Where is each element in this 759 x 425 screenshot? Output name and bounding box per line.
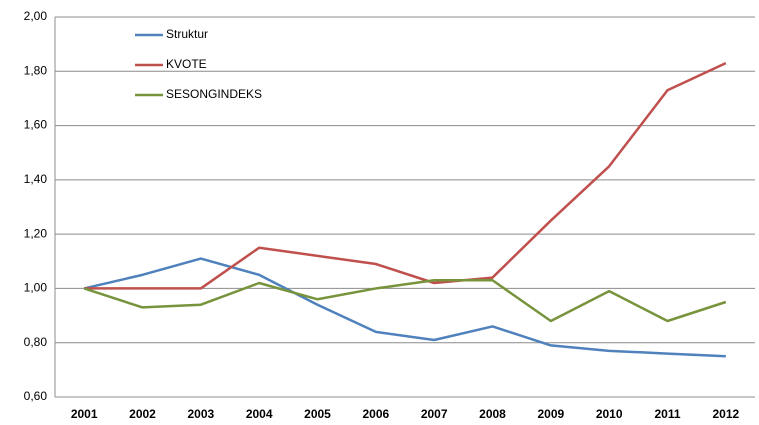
y-tick-label: 1,80 <box>24 63 48 77</box>
y-tick-label: 1,00 <box>24 281 48 295</box>
legend-label: Struktur <box>166 27 208 41</box>
x-tick-label: 2006 <box>362 407 389 421</box>
x-tick-label: 2001 <box>71 407 98 421</box>
series-line <box>83 257 726 358</box>
series-line <box>83 279 727 323</box>
x-tick-label: 2004 <box>246 407 273 421</box>
x-tick-label: 2002 <box>129 407 156 421</box>
legend-label: KVOTE <box>166 57 207 71</box>
x-tick-label: 2008 <box>479 407 506 421</box>
x-tick-label: 2003 <box>187 407 214 421</box>
legend-label: SESONGINDEKS <box>166 87 262 101</box>
y-tick-label: 1,40 <box>24 172 48 186</box>
series-line <box>84 62 727 290</box>
x-tick-label: 2005 <box>304 407 331 421</box>
x-tick-label: 2010 <box>596 407 623 421</box>
y-tick-label: 2,00 <box>24 9 48 23</box>
y-tick-label: 1,60 <box>24 118 48 132</box>
y-tick-label: 0,60 <box>24 389 48 403</box>
x-tick-label: 2011 <box>654 407 680 421</box>
y-tick-label: 0,80 <box>24 335 48 349</box>
y-tick-label: 1,20 <box>24 226 48 240</box>
x-tick-label: 2012 <box>712 407 739 421</box>
x-tick-label: 2007 <box>421 407 448 421</box>
x-tick-label: 2009 <box>537 407 564 421</box>
